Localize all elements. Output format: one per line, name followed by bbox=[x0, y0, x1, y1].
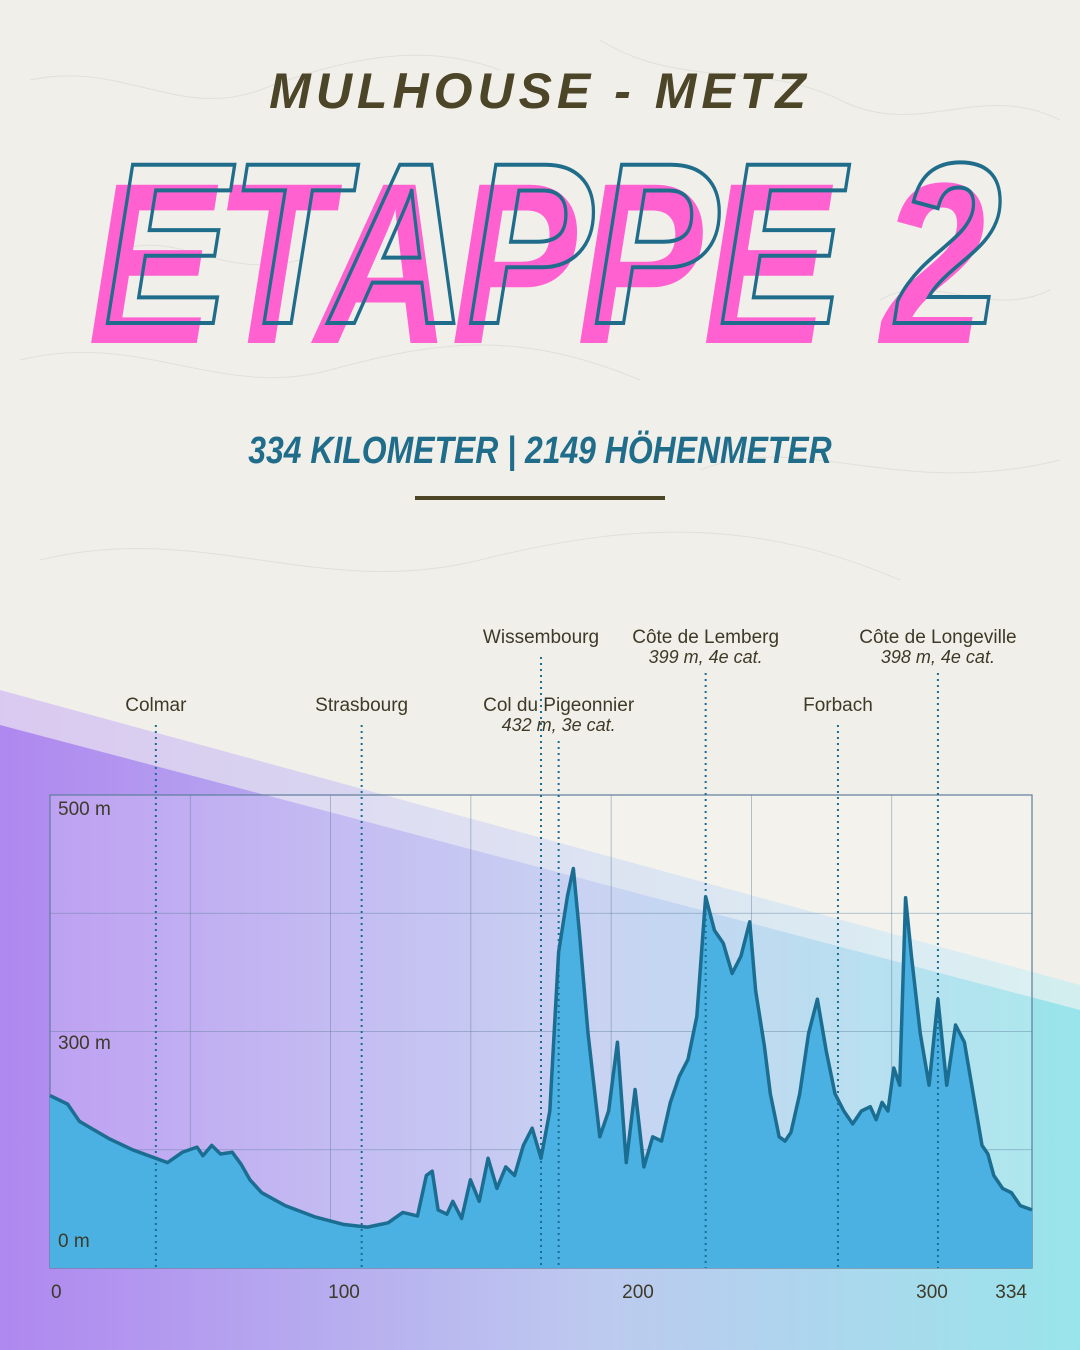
x-tick-label: 334 bbox=[995, 1282, 1027, 1303]
y-tick-label: 0 m bbox=[58, 1231, 90, 1252]
marker-label: Strasbourg bbox=[315, 695, 408, 716]
y-tick-label: 500 m bbox=[58, 799, 111, 820]
header-divider bbox=[415, 496, 665, 500]
route-title: MULHOUSE - METZ bbox=[269, 63, 811, 119]
marker-detail: 398 m, 4e cat. bbox=[881, 647, 995, 667]
stage-summary: 334 KILOMETER | 2149 HÖHENMETER bbox=[248, 429, 832, 471]
paper-texture bbox=[19, 39, 1061, 581]
elevation-chart: Colmar Strasbourg Wissembourg Col du Pigeon… bbox=[49, 627, 1033, 1303]
marker-detail: 399 m, 4e cat. bbox=[649, 647, 763, 667]
x-tick-label: 0 bbox=[51, 1282, 62, 1303]
marker-label: Côte de Longeville bbox=[859, 627, 1016, 648]
x-tick-label: 300 bbox=[916, 1282, 948, 1303]
marker-detail: 432 m, 3e cat. bbox=[502, 715, 616, 735]
elevation-line bbox=[49, 866, 1033, 1229]
stage-title-fill: ETAPPE 2 bbox=[88, 135, 986, 392]
stage-title-outline: ETAPPE 2 bbox=[104, 115, 1002, 372]
x-tick-label: 200 bbox=[622, 1282, 654, 1303]
elevation-area bbox=[50, 868, 1032, 1268]
marker-label: Forbach bbox=[803, 695, 873, 716]
x-tick-label: 100 bbox=[328, 1282, 360, 1303]
marker-label: Col du Pigeonnier bbox=[483, 695, 635, 716]
marker-label: Wissembourg bbox=[483, 627, 599, 648]
y-tick-label: 300 m bbox=[58, 1033, 111, 1054]
stage-title: ETAPPE 2 ETAPPE 2 bbox=[88, 113, 1004, 392]
marker-label: Côte de Lemberg bbox=[632, 627, 779, 648]
marker-label: Colmar bbox=[125, 695, 187, 716]
